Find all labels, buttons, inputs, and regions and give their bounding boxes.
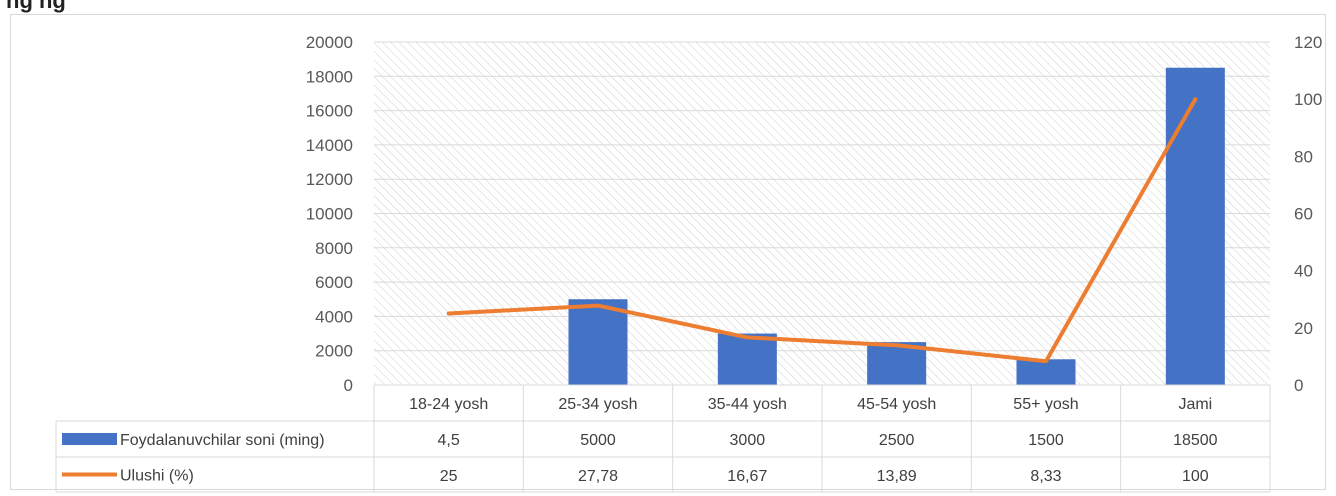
y-right-tick-label: 0 [1294, 376, 1303, 395]
bar-series [419, 67, 1225, 385]
y-left-tick-label: 18000 [306, 67, 353, 86]
cropped-chart-title: ng ng [6, 0, 66, 13]
y-right-tick-label: 60 [1294, 205, 1313, 224]
table-cell: 27,78 [578, 468, 618, 485]
y-left-tick-label: 20000 [306, 33, 353, 52]
y-right-tick-label: 120 [1294, 33, 1322, 52]
series-name: Ulushi (%) [120, 468, 194, 485]
y-right-tick-label: 100 [1294, 90, 1322, 109]
line-series [446, 97, 1198, 364]
gridlines [374, 41, 1270, 386]
table-cell: 3000 [730, 432, 766, 449]
y-left-tick-label: 8000 [315, 239, 353, 258]
y-left-tick-label: 12000 [306, 170, 353, 189]
table-cell: 8,33 [1030, 468, 1061, 485]
left-axis-ticks: 0 2000 4000 6000 8000 10000 12000 14000 16000 180… [306, 33, 353, 395]
table-cell: 1500 [1028, 432, 1064, 449]
category-label: 55+ yosh [1013, 396, 1078, 413]
y-left-tick-label: 4000 [315, 307, 353, 326]
bar [717, 333, 777, 385]
category-label: Jami [1178, 396, 1212, 413]
y-right-tick-label: 20 [1294, 319, 1313, 338]
table-cell: 2500 [879, 432, 915, 449]
category-label: 45-54 yosh [857, 396, 936, 413]
bar [1016, 359, 1076, 385]
line-series-path [446, 97, 1198, 364]
y-left-tick-label: 10000 [306, 205, 353, 224]
table-cell: 18500 [1173, 432, 1218, 449]
y-left-tick-label: 6000 [315, 273, 353, 292]
category-label: 25-34 yosh [558, 396, 637, 413]
y-left-tick-label: 16000 [306, 102, 353, 121]
y-left-tick-label: 14000 [306, 136, 353, 155]
table-cell: 25 [440, 468, 458, 485]
table-cell: 13,89 [877, 468, 917, 485]
chart-frame [10, 14, 1326, 490]
y-left-tick-label: 2000 [315, 342, 353, 361]
category-label: 18-24 yosh [409, 396, 488, 413]
y-right-tick-label: 40 [1294, 262, 1313, 281]
bar [568, 299, 628, 385]
category-label: 35-44 yosh [708, 396, 787, 413]
legend-key-bar [62, 433, 117, 445]
table-cell: 16,67 [727, 468, 767, 485]
table-cell: 100 [1182, 468, 1209, 485]
series-name: Foydalanuvchilar soni (ming) [120, 432, 325, 449]
table-cell: 5000 [580, 432, 616, 449]
data-table: 18-24 yosh 25-34 yosh 35-44 yosh 45-54 yosh… [55, 384, 1271, 493]
y-right-tick-label: 80 [1294, 147, 1313, 166]
bar [1165, 67, 1225, 385]
y-left-tick-label: 0 [344, 376, 353, 395]
table-cell: 4,5 [438, 432, 460, 449]
right-axis-ticks: 0 20 40 60 80 100 120 [1294, 33, 1322, 395]
